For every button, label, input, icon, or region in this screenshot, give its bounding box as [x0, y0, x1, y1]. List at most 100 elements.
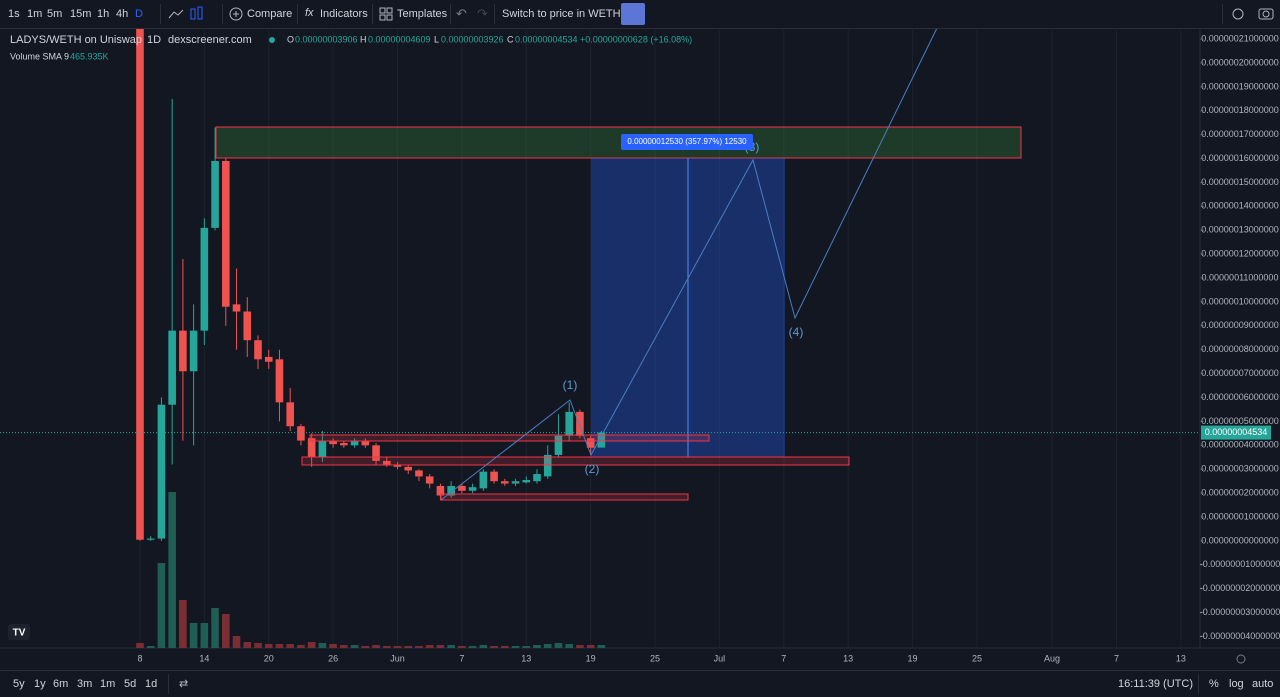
volume-bar [393, 646, 402, 648]
compare-button[interactable]: Compare [247, 8, 293, 20]
candle-body [522, 479, 531, 483]
clock: 16:11:39 (UTC) [1118, 678, 1193, 690]
candle-body [458, 485, 466, 491]
range-button[interactable]: 3m [77, 678, 93, 690]
volume-bar [543, 644, 552, 648]
volume-bar [146, 646, 155, 648]
volume-bar [307, 642, 316, 648]
redo-button[interactable]: ↷ [477, 6, 488, 21]
volume-bar [597, 645, 606, 648]
interval-button[interactable]: 1m [27, 8, 43, 20]
ohlc-value: 0.00000003906 [295, 34, 358, 44]
y-tick-label: 0.00000017000000 [1201, 129, 1279, 139]
source: dexscreener.com [168, 34, 252, 46]
x-tick-label: 25 [972, 653, 982, 663]
x-tick-label: 7 [781, 653, 786, 663]
interval-button[interactable]: 4h [116, 8, 129, 20]
volume-bar [458, 646, 466, 648]
volume-bar [490, 646, 498, 648]
indicators-icon[interactable]: fx [305, 7, 314, 19]
range-button[interactable]: 6m [53, 678, 69, 690]
y-tick-label: 0.00000011000000 [1202, 272, 1279, 282]
y-tick-label: 0.00000006000000 [1201, 392, 1279, 402]
y-tick-label: 0.00000020000000 [1201, 57, 1279, 67]
goto-date-icon[interactable]: ⇄ [179, 678, 189, 690]
volume-bar [168, 492, 176, 648]
wave-label: (2) [585, 462, 600, 476]
candle-body [447, 485, 455, 496]
chart-type-icons[interactable] [165, 0, 215, 28]
wave-label: (1) [563, 378, 578, 392]
range-button[interactable]: 1d [145, 678, 158, 690]
switch-button[interactable]: Switch to price in WETH [502, 8, 621, 20]
candle-body [597, 432, 606, 448]
y-tick-label: 0.00000007000000 [1201, 368, 1279, 378]
x-tick-label: 7 [1114, 653, 1119, 663]
volume-bar [340, 645, 348, 648]
indicators-button[interactable]: Indicators [320, 8, 368, 20]
last-price-box [1201, 425, 1271, 440]
percent-button[interactable]: % [1209, 678, 1219, 690]
settings-icon[interactable] [1236, 654, 1246, 664]
candle-body [533, 474, 541, 482]
zone [309, 434, 710, 442]
templates-icon[interactable] [379, 0, 393, 28]
interval-button[interactable]: 15m [70, 8, 92, 20]
candle-body [286, 402, 294, 427]
tv-logo: TV [8, 624, 30, 640]
ohlc-value: 0.00000004534 [515, 34, 578, 44]
grid [139, 30, 1182, 648]
y-tick-label: -0.00000003000000 [1200, 607, 1280, 617]
separator [168, 674, 169, 694]
volume-bar [425, 645, 434, 648]
volume-bar [372, 645, 380, 648]
candle-body [479, 471, 488, 489]
candle-body [136, 27, 144, 540]
y-tick-label: 0.00000000000000 [1201, 535, 1279, 545]
candle-body [350, 440, 359, 446]
separator [494, 4, 495, 24]
volume-bar [222, 614, 230, 648]
candle-body [586, 438, 595, 448]
range-button[interactable]: 1y [34, 678, 46, 690]
last-price-label: 0.00000004534 [1205, 427, 1268, 437]
toolbar: 1s 1m 5m 15m 1h 4h D Compare fx Indicato… [0, 0, 1280, 29]
interval-button[interactable]: 1h [97, 8, 110, 20]
x-tick-label: 13 [1176, 653, 1186, 663]
x-tick-label: 8 [137, 653, 142, 663]
volume-bar [297, 645, 305, 648]
candle-body [168, 330, 176, 405]
candle-body [372, 445, 380, 461]
templates-button[interactable]: Templates [397, 8, 448, 20]
range-button[interactable]: 5y [13, 678, 25, 690]
candle-body [382, 460, 391, 465]
volume-bar [254, 643, 262, 648]
candle-body [425, 476, 434, 484]
interval-button[interactable]: 1s [8, 8, 20, 20]
candle-body [179, 330, 187, 372]
auto-button[interactable]: auto [1252, 678, 1274, 690]
range-button[interactable]: 5d [124, 678, 137, 690]
compare-icon[interactable] [228, 0, 244, 28]
volume-bar [350, 645, 359, 648]
separator [372, 4, 373, 24]
range-button[interactable]: 1m [100, 678, 116, 690]
interval-button[interactable]: D [135, 8, 143, 20]
volume-bar [501, 646, 509, 648]
log-button[interactable]: log [1229, 678, 1244, 690]
candle-body [511, 481, 520, 484]
candle-body [404, 466, 413, 471]
x-tick-label: 19 [908, 653, 918, 663]
volume-bar [264, 644, 273, 648]
fullscreen-button[interactable] [621, 3, 645, 25]
candle-body [275, 359, 284, 403]
x-tick-label: 26 [328, 653, 338, 663]
volume-bar [179, 600, 187, 648]
ohlc-value: 0.00000004609 [368, 34, 431, 44]
right-icons[interactable] [1228, 0, 1278, 28]
interval-button[interactable]: 5m [47, 8, 63, 20]
volume [136, 492, 606, 648]
undo-button[interactable]: ↶ [456, 6, 467, 21]
y-tick-label: 0.00000015000000 [1201, 177, 1279, 187]
axes: 0.00000021000000 0.00000020000000 0.000000… [0, 33, 1280, 663]
